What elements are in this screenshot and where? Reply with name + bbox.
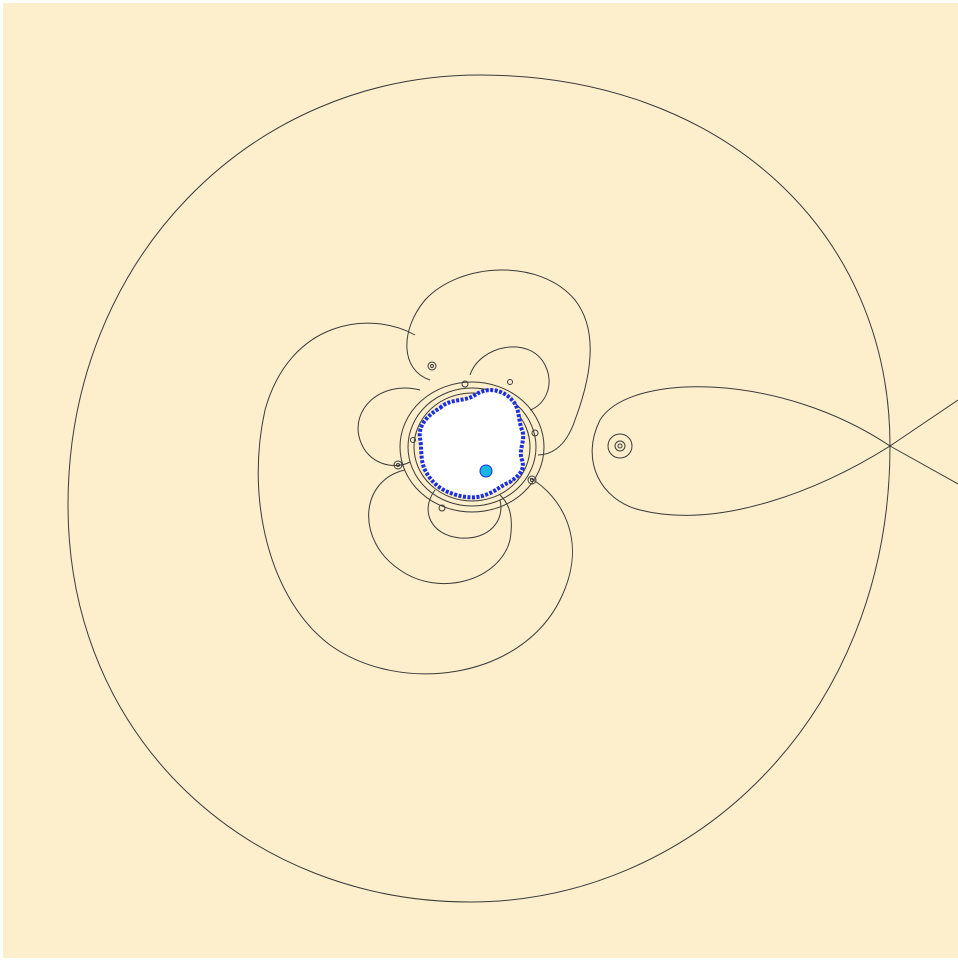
right-loop-inner-1: [607, 433, 633, 459]
inner-level-curve: [399, 381, 545, 513]
mid-lobe-inner-bottom: [427, 489, 502, 539]
mid-lobe-left: [357, 387, 421, 466]
satellite-ring: [530, 478, 534, 482]
satellite-ring: [430, 364, 434, 368]
right-loop-inner-3: [617, 443, 623, 449]
satellite-ring: [410, 437, 416, 443]
contour-lines: [67, 74, 958, 903]
top-lobe-curve: [406, 269, 591, 456]
satellite-ring: [527, 475, 537, 485]
satellite-ring: [461, 380, 469, 388]
fractal-interior: [417, 388, 526, 500]
outer-level-curve: [67, 74, 891, 903]
escape-ray-upper: [889, 399, 958, 447]
inner-level-curve: [407, 387, 537, 507]
satellite-ring: [396, 463, 400, 467]
escape-ray-lower: [889, 445, 958, 485]
right-loop-inner-2: [614, 440, 626, 452]
left-lobe-curve: [257, 322, 573, 675]
mid-lobe-bottom: [368, 469, 512, 584]
satellite-ring: [393, 460, 403, 470]
inner-level-curve: [413, 392, 531, 502]
attracting-point: [479, 464, 493, 478]
satellite-ring: [507, 379, 513, 385]
mid-lobe-top-right: [469, 346, 550, 411]
fractal-set: [417, 388, 526, 500]
satellite-ring: [427, 361, 437, 371]
right-loop-curve: [591, 386, 891, 516]
